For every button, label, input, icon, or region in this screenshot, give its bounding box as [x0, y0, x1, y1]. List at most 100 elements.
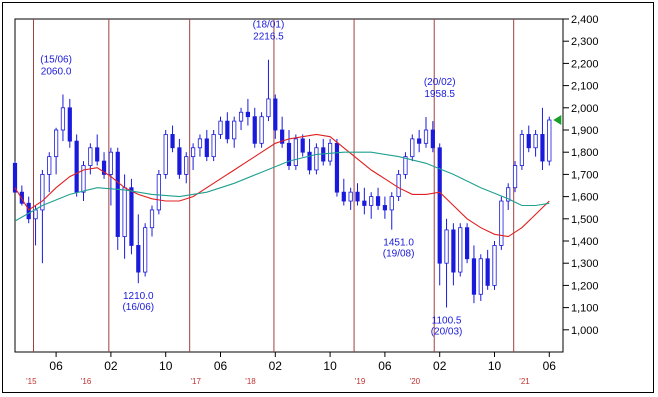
- candle-body: [533, 134, 538, 149]
- candle-body: [225, 120, 230, 140]
- x-tick-label: 06: [378, 359, 392, 373]
- candle-body: [108, 151, 113, 175]
- candle-body: [341, 191, 346, 202]
- x-tick-label: 02: [104, 359, 118, 373]
- candle-body: [314, 147, 319, 171]
- x-year-label: '18: [245, 377, 256, 386]
- y-tick-label: 1,900: [571, 125, 599, 137]
- annotation-value: 1958.5: [424, 89, 455, 100]
- candle-body: [122, 187, 127, 237]
- x-axis: 06 '15 02 '16 10 06 '17 02 '18 10 06 '19 02 '20 10 06 '2…: [26, 352, 556, 386]
- x-year-label: '17: [191, 377, 202, 386]
- candle-body: [526, 134, 531, 149]
- y-tick-label: 1,000: [571, 325, 599, 337]
- candle-body: [163, 134, 168, 175]
- y-tick-label: 1,400: [571, 236, 599, 248]
- y-tick-label: 1,700: [571, 169, 599, 181]
- candle-body: [334, 142, 340, 193]
- candle-body: [74, 140, 79, 193]
- candle-body: [464, 227, 470, 260]
- x-year-label: '21: [519, 377, 530, 386]
- candle-body: [136, 245, 141, 273]
- candle-body: [184, 156, 189, 175]
- candle-body: [403, 156, 408, 175]
- candle-body: [293, 138, 298, 166]
- annotations: (15/06)2060.0 1210.0(16/06) (18/01)2216.5 1…: [40, 20, 462, 338]
- candle-body: [355, 191, 360, 202]
- annotation-value: 1100.5: [432, 315, 462, 326]
- x-tick-label: 06: [543, 359, 557, 373]
- candle-body: [519, 134, 525, 166]
- candle-body: [362, 200, 367, 206]
- annotation-date: (18/01): [253, 20, 285, 31]
- y-tick-label: 1,200: [571, 280, 599, 292]
- y-tick-label: 1,600: [571, 192, 599, 204]
- candle-body: [47, 156, 52, 175]
- candle-body: [286, 142, 292, 166]
- candle-body: [451, 229, 456, 273]
- current-price-marker: [553, 115, 562, 126]
- x-tick-label: 10: [488, 359, 502, 373]
- candle-body: [273, 98, 278, 131]
- candle-body: [471, 258, 477, 295]
- candle-body: [540, 134, 545, 162]
- candle-body: [101, 160, 107, 175]
- x-tick-label: 02: [269, 359, 283, 373]
- candle-body: [115, 151, 120, 237]
- x-tick-label: 10: [159, 359, 173, 373]
- candle-body: [60, 107, 66, 131]
- candle-body: [218, 120, 223, 135]
- candle-body: [444, 229, 449, 264]
- candle-body: [369, 196, 374, 206]
- chart-frame: (15/06) 2060.0 1210.0 (16/06) (18/01) 2216.5 1…: [2, 2, 654, 393]
- y-tick-label: 2,000: [571, 103, 599, 115]
- candle-body: [478, 258, 483, 295]
- candle-body: [547, 119, 552, 162]
- annotation-value: 2216.5: [253, 32, 284, 43]
- candle-body: [204, 138, 209, 158]
- candle-body: [238, 111, 244, 122]
- annotation-date: (15/06): [40, 54, 72, 65]
- candle-body: [54, 129, 59, 158]
- y-tick-label: 2,400: [571, 14, 599, 26]
- x-year-label: '20: [410, 377, 421, 386]
- candle-body: [40, 173, 45, 211]
- candle-body: [458, 227, 463, 273]
- candle-body: [252, 116, 257, 144]
- candle-body: [417, 138, 422, 144]
- candle-body: [170, 134, 175, 149]
- y-axis: 1,000 1,100 1,200 1,300 1,400 1,500 1,600 1,700…: [563, 14, 599, 337]
- x-tick-label: 06: [49, 359, 63, 373]
- annotation-value: 1210.0: [123, 291, 154, 302]
- candle-body: [129, 187, 134, 246]
- moving-average-line: [14, 133, 550, 238]
- candle-body: [81, 165, 86, 193]
- annotation-value: 1451.0: [383, 238, 414, 249]
- y-tick-label: 1,100: [571, 303, 599, 315]
- candle-body: [492, 245, 497, 286]
- candle-body: [410, 138, 415, 158]
- x-tick-label: 02: [433, 359, 447, 373]
- candle-body: [156, 173, 161, 211]
- candle-body: [430, 129, 435, 149]
- x-year-label: '15: [26, 377, 37, 386]
- candle-body: [396, 173, 401, 197]
- x-year-label: '19: [355, 377, 366, 386]
- candle-body: [232, 120, 237, 140]
- moving-average-line: [14, 151, 550, 222]
- candle-body: [280, 129, 285, 144]
- candle-body: [95, 147, 100, 162]
- y-tick-label: 2,300: [571, 36, 599, 48]
- plot-area: [14, 18, 564, 353]
- annotation-date: (20/03): [431, 326, 463, 337]
- candle-body: [300, 138, 305, 153]
- candle-body: [307, 151, 312, 171]
- annotation-date: (20/02): [424, 77, 456, 88]
- candle-body: [149, 209, 155, 229]
- x-tick-label: 06: [214, 359, 228, 373]
- x-tick-label: 10: [323, 359, 337, 373]
- candle-body: [499, 200, 504, 246]
- candle-body: [190, 147, 196, 158]
- candle-body: [382, 205, 388, 211]
- candle-body: [437, 147, 442, 264]
